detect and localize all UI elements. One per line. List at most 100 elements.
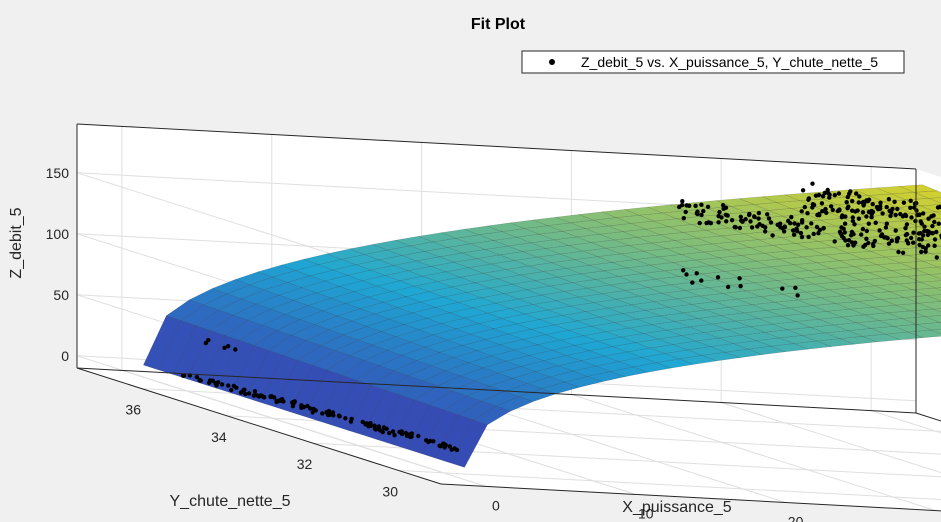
data-point bbox=[930, 223, 935, 229]
data-point bbox=[889, 238, 894, 243]
legend[interactable]: Z_debit_5 vs. X_puissance_5, Y_chute_net… bbox=[521, 50, 905, 74]
data-point bbox=[908, 198, 913, 203]
data-point bbox=[892, 199, 897, 204]
surface-patch bbox=[918, 301, 941, 310]
data-point bbox=[732, 224, 737, 230]
data-point bbox=[254, 393, 259, 398]
data-point bbox=[932, 237, 938, 242]
data-point bbox=[216, 380, 221, 385]
surface-patch bbox=[933, 308, 941, 313]
data-point bbox=[871, 243, 876, 249]
data-point bbox=[883, 225, 889, 230]
data-point bbox=[837, 208, 842, 213]
data-point bbox=[313, 408, 318, 413]
data-point bbox=[725, 213, 730, 218]
data-point bbox=[305, 403, 310, 409]
data-point bbox=[716, 220, 721, 225]
data-point bbox=[904, 231, 910, 237]
grid-line bbox=[226, 415, 941, 455]
data-point bbox=[752, 214, 757, 220]
data-point bbox=[844, 200, 849, 205]
data-point bbox=[699, 212, 704, 218]
data-point bbox=[923, 249, 928, 254]
data-point bbox=[747, 211, 752, 217]
data-point bbox=[765, 212, 770, 217]
surface-patch bbox=[165, 299, 205, 321]
data-point bbox=[387, 430, 392, 436]
data-point bbox=[376, 424, 382, 429]
data-point bbox=[679, 202, 685, 208]
data-point bbox=[823, 206, 828, 212]
data-point bbox=[222, 345, 227, 350]
data-point bbox=[922, 228, 927, 234]
data-point bbox=[770, 233, 775, 238]
data-point bbox=[810, 205, 815, 210]
data-point bbox=[865, 199, 870, 204]
data-point bbox=[896, 249, 901, 255]
data-point bbox=[926, 216, 931, 221]
data-point bbox=[705, 204, 711, 209]
x-tick-label: 10 bbox=[638, 505, 654, 521]
y-tick-label: 36 bbox=[125, 402, 141, 418]
data-point bbox=[372, 426, 378, 431]
data-point bbox=[886, 197, 892, 202]
data-point bbox=[878, 200, 883, 205]
data-point bbox=[281, 399, 286, 404]
data-point bbox=[912, 205, 917, 210]
data-point bbox=[932, 243, 937, 248]
y-tick-label: 30 bbox=[382, 483, 398, 499]
data-point bbox=[837, 229, 843, 234]
data-point bbox=[738, 283, 743, 289]
data-point bbox=[694, 210, 700, 216]
data-point bbox=[886, 241, 892, 246]
data-point bbox=[252, 389, 258, 394]
data-point bbox=[884, 221, 889, 226]
data-point bbox=[697, 220, 702, 226]
grid-line bbox=[312, 442, 941, 478]
legend-box bbox=[521, 50, 905, 74]
y-tick-label: 34 bbox=[211, 429, 227, 445]
data-point bbox=[874, 204, 880, 210]
data-point bbox=[921, 211, 926, 216]
x-axis-label: X_puissance_5 bbox=[622, 499, 732, 516]
data-point bbox=[804, 225, 809, 230]
data-point bbox=[824, 210, 829, 215]
data-point bbox=[836, 191, 842, 196]
data-point bbox=[690, 280, 695, 285]
data-point bbox=[749, 225, 755, 230]
data-point bbox=[850, 198, 855, 204]
axes-box bbox=[76, 123, 941, 512]
data-point bbox=[811, 231, 816, 237]
data-point bbox=[855, 208, 860, 213]
data-point bbox=[381, 425, 387, 430]
data-point bbox=[870, 202, 875, 207]
data-point bbox=[768, 220, 774, 225]
data-point bbox=[934, 229, 939, 235]
data-point bbox=[681, 268, 686, 273]
data-point bbox=[348, 419, 354, 424]
data-point bbox=[806, 234, 811, 240]
data-point bbox=[863, 242, 868, 248]
data-point bbox=[864, 214, 869, 219]
data-point bbox=[403, 430, 409, 436]
z-axis-label: Z_debit_5 bbox=[8, 207, 25, 278]
data-point bbox=[845, 206, 850, 211]
scatter-points bbox=[180, 181, 941, 453]
data-point bbox=[850, 215, 855, 220]
data-point bbox=[845, 243, 851, 248]
chart-title: Fit Plot bbox=[471, 16, 526, 33]
data-point bbox=[904, 238, 909, 243]
data-point bbox=[816, 231, 821, 236]
data-point bbox=[325, 412, 331, 418]
data-point bbox=[860, 226, 866, 232]
data-point bbox=[820, 209, 825, 214]
data-point bbox=[363, 422, 368, 427]
data-point bbox=[447, 444, 452, 449]
axis-line bbox=[76, 367, 917, 414]
data-point bbox=[720, 203, 726, 208]
data-point bbox=[895, 236, 901, 241]
data-point bbox=[336, 413, 342, 418]
data-point bbox=[851, 243, 856, 248]
data-point bbox=[908, 205, 913, 210]
data-point bbox=[839, 225, 844, 230]
